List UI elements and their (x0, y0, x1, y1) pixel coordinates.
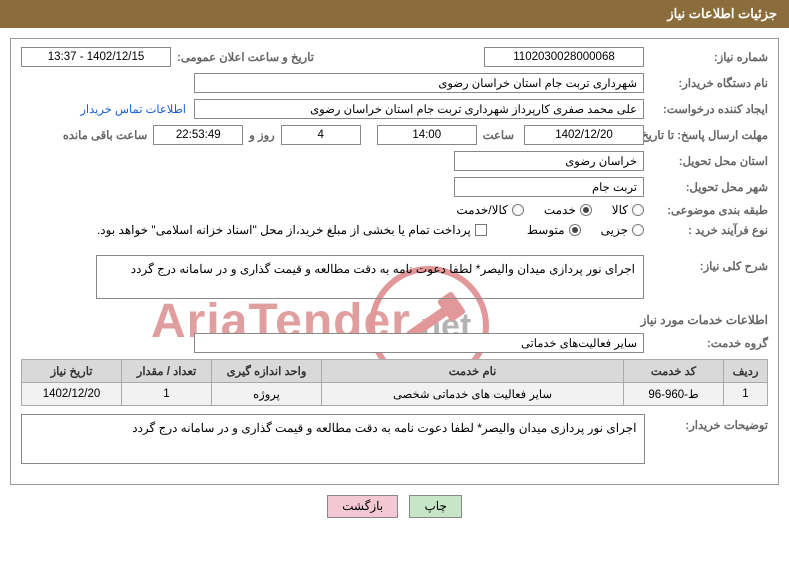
main-frame: AriaTender.net شماره نیاز: 1102030028000… (10, 38, 779, 485)
service-group-label: گروه خدمت: (650, 336, 768, 350)
table-header-row: ردیف کد خدمت نام خدمت واحد اندازه گیری ت… (22, 360, 768, 383)
button-row: چاپ بازگشت (0, 495, 789, 518)
th-code: کد خدمت (624, 360, 724, 383)
buyer-org-label: نام دستگاه خریدار: (650, 76, 768, 90)
service-group-value: سایر فعالیت‌های خدماتی (194, 333, 644, 353)
subject-class-label: طبقه بندی موضوعی: (650, 203, 768, 217)
radio-medium-label: متوسط (527, 223, 565, 237)
page-header: جزئیات اطلاعات نیاز (0, 0, 789, 28)
radio-icon (512, 204, 524, 216)
overview-box: اجرای نور پردازی میدان والیصر* لطفا دعوت… (96, 255, 644, 299)
overview-label: شرح کلی نیاز: (650, 255, 768, 273)
days-word: روز و (249, 128, 274, 142)
buyer-note-text: اجرای نور پردازی میدان والیصر* لطفا دعوت… (132, 421, 636, 435)
radio-service-label: خدمت (544, 203, 576, 217)
cell-date: 1402/12/20 (22, 383, 122, 406)
delivery-prov-value: خراسان رضوی (454, 151, 644, 171)
announce-label: تاریخ و ساعت اعلان عمومی: (177, 50, 314, 64)
back-button[interactable]: بازگشت (327, 495, 398, 518)
contact-link[interactable]: اطلاعات تماس خریدار (80, 102, 186, 116)
radio-medium[interactable]: متوسط (527, 223, 581, 237)
radio-goods-label: کالا (612, 203, 628, 217)
table-row: 1 ط-960-96 سایر فعالیت های خدماتی شخصی پ… (22, 383, 768, 406)
th-qty: تعداد / مقدار (122, 360, 212, 383)
radio-goods-service[interactable]: کالا/خدمت (456, 203, 523, 217)
th-name: نام خدمت (322, 360, 624, 383)
radio-small[interactable]: جزیی (601, 223, 644, 237)
radio-gs-label: کالا/خدمت (456, 203, 507, 217)
buyer-org-value: شهرداری تربت جام استان خراسان رضوی (194, 73, 644, 93)
announce-value: 1402/12/15 - 13:37 (21, 47, 171, 67)
page-title: جزئیات اطلاعات نیاز (667, 6, 777, 21)
payment-checkbox[interactable]: پرداخت تمام یا بخشی از مبلغ خرید،از محل … (97, 223, 487, 237)
checkbox-icon (475, 224, 487, 236)
overview-text: اجرای نور پردازی میدان والیصر* لطفا دعوت… (131, 262, 635, 276)
process-type-label: نوع فرآیند خرید : (650, 223, 768, 237)
radio-icon (569, 224, 581, 236)
radio-icon (580, 204, 592, 216)
requester-value: علی محمد صفری کارپرداز شهرداری تربت جام … (194, 99, 644, 119)
cell-unit: پروژه (212, 383, 322, 406)
radio-goods[interactable]: کالا (612, 203, 644, 217)
th-unit: واحد اندازه گیری (212, 360, 322, 383)
remaining-suffix: ساعت باقی مانده (63, 128, 147, 142)
payment-note: پرداخت تمام یا بخشی از مبلغ خرید،از محل … (97, 223, 471, 237)
radio-service[interactable]: خدمت (544, 203, 592, 217)
th-date: تاریخ نیاز (22, 360, 122, 383)
time-label: ساعت (483, 128, 514, 142)
deadline-label: مهلت ارسال پاسخ: تا تاریخ: (650, 128, 768, 142)
need-no-value: 1102030028000068 (484, 47, 644, 67)
deadline-time: 14:00 (377, 125, 477, 145)
th-row: ردیف (724, 360, 768, 383)
delivery-prov-label: استان محل تحویل: (650, 154, 768, 168)
days-remaining: 4 (281, 125, 361, 145)
buyer-note-label: توضیحات خریدار: (651, 414, 768, 432)
radio-icon (632, 204, 644, 216)
cell-qty: 1 (122, 383, 212, 406)
delivery-city-value: تربت جام (454, 177, 644, 197)
need-no-label: شماره نیاز: (650, 50, 768, 64)
deadline-date: 1402/12/20 (524, 125, 644, 145)
delivery-city-label: شهر محل تحویل: (650, 180, 768, 194)
requester-label: ایجاد کننده درخواست: (650, 102, 768, 116)
radio-small-label: جزیی (601, 223, 628, 237)
time-remaining: 22:53:49 (153, 125, 243, 145)
services-table: ردیف کد خدمت نام خدمت واحد اندازه گیری ت… (21, 359, 768, 406)
cell-code: ط-960-96 (624, 383, 724, 406)
cell-name: سایر فعالیت های خدماتی شخصی (322, 383, 624, 406)
cell-row: 1 (724, 383, 768, 406)
services-title: اطلاعات خدمات مورد نیاز (21, 313, 768, 327)
print-button[interactable]: چاپ (409, 495, 461, 518)
radio-icon (632, 224, 644, 236)
buyer-note-box: اجرای نور پردازی میدان والیصر* لطفا دعوت… (21, 414, 645, 464)
